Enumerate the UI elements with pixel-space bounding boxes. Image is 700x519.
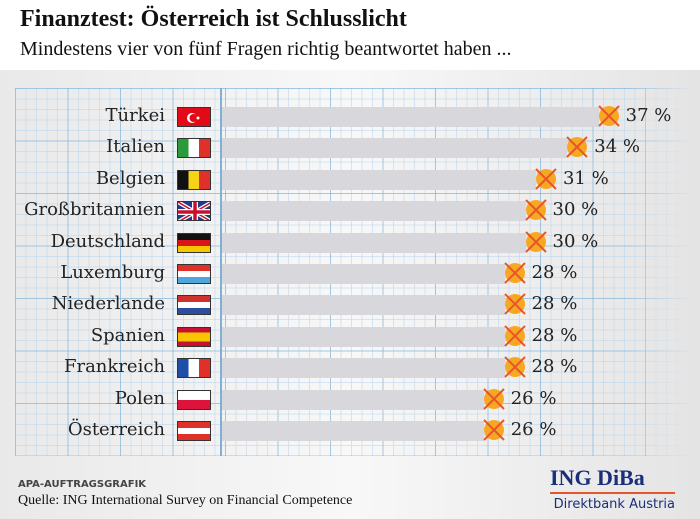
source: Quelle: ING International Survey on Fina…: [18, 493, 353, 508]
chart-row: Belgien 31 %: [0, 167, 700, 191]
category-label: Luxemburg: [60, 262, 165, 283]
logo-underline: [550, 492, 675, 494]
flag-france-icon: [177, 358, 211, 379]
category-label: Frankreich: [63, 356, 165, 378]
category-label: Türkei: [105, 105, 165, 126]
flag-belgium-icon: [177, 169, 211, 190]
flag-austria-icon: [177, 421, 211, 441]
cross-marker-icon: [482, 419, 505, 441]
flag-turkey-icon: [177, 107, 211, 127]
value-label: 30 %: [552, 199, 599, 221]
category-label: Spanien: [90, 324, 165, 346]
bar: [222, 201, 526, 222]
cross-marker-icon: [566, 136, 589, 159]
bar: [222, 326, 505, 347]
category-label: Polen: [114, 387, 165, 409]
bar: [222, 295, 505, 316]
bar: [222, 232, 526, 253]
value-label: 30 %: [552, 230, 599, 252]
cross-marker-icon: [482, 387, 505, 410]
category-label: Italien: [106, 136, 165, 158]
flag-poland-icon: [177, 389, 211, 410]
logo-tagline: Direktbank Austria: [553, 497, 675, 512]
bar: [222, 421, 484, 441]
category-label: Österreich: [67, 419, 165, 440]
value-label: 28 %: [531, 324, 578, 346]
chart-row: Polen 26 %: [0, 387, 700, 411]
flag-uk-icon: [177, 201, 211, 222]
header: [0, 0, 700, 70]
value-label: 31 %: [562, 167, 609, 189]
chart-subtitle: Mindestens vier von fünf Fragen richtig …: [20, 38, 512, 60]
bar: [222, 389, 484, 410]
cross-marker-icon: [597, 105, 620, 127]
bar: [222, 358, 505, 379]
category-label: Niederlande: [51, 293, 165, 315]
value-label: 28 %: [531, 262, 578, 283]
credit: APA-AUFTRAGSGRAFIK: [18, 479, 147, 490]
cross-marker-icon: [535, 168, 557, 190]
bar: [222, 264, 505, 284]
flag-netherlands-icon: [177, 295, 211, 316]
chart-row: Italien 34 %: [0, 136, 700, 159]
chart-row: Frankreich 28 %: [0, 356, 700, 379]
category-label: Großbritannien: [24, 199, 165, 221]
value-label: 28 %: [531, 293, 578, 315]
axis-line: [220, 88, 222, 456]
chart-row: Österreich 26 %: [0, 419, 700, 442]
chart-row: Spanien 28 %: [0, 324, 700, 348]
chart-row: Luxemburg 28 %: [0, 262, 700, 285]
flag-luxembourg-icon: [177, 264, 211, 284]
bar: [222, 138, 568, 159]
chart-title: Finanztest: Österreich ist Schlusslicht: [20, 6, 407, 32]
value-label: 28 %: [531, 356, 578, 378]
cross-marker-icon: [524, 199, 547, 221]
cross-marker-icon: [503, 325, 526, 347]
flag-germany-icon: [177, 232, 211, 253]
chart-row: Großbritannien 30 %: [0, 199, 700, 222]
value-label: 37 %: [625, 105, 672, 126]
value-label: 26 %: [510, 387, 557, 409]
ing-diba-logo: ING DiBa Direktbank Austria: [550, 465, 675, 512]
cross-marker-icon: [503, 262, 526, 284]
logo-text: ING DiBa: [550, 465, 645, 490]
chart-row: Deutschland 30 %: [0, 230, 700, 254]
value-label: 26 %: [510, 419, 557, 440]
bar: [222, 169, 536, 190]
category-label: Deutschland: [50, 230, 165, 252]
flag-spain-icon: [177, 326, 211, 347]
flag-italy-icon: [177, 138, 211, 159]
chart-row: Niederlande 28 %: [0, 293, 700, 316]
value-label: 34 %: [594, 136, 641, 158]
cross-marker-icon: [503, 356, 526, 378]
cross-marker-icon: [503, 293, 526, 316]
bar: [222, 107, 599, 127]
category-label: Belgien: [95, 167, 165, 189]
cross-marker-icon: [524, 230, 547, 253]
chart-row: Türkei 37 %: [0, 105, 700, 128]
